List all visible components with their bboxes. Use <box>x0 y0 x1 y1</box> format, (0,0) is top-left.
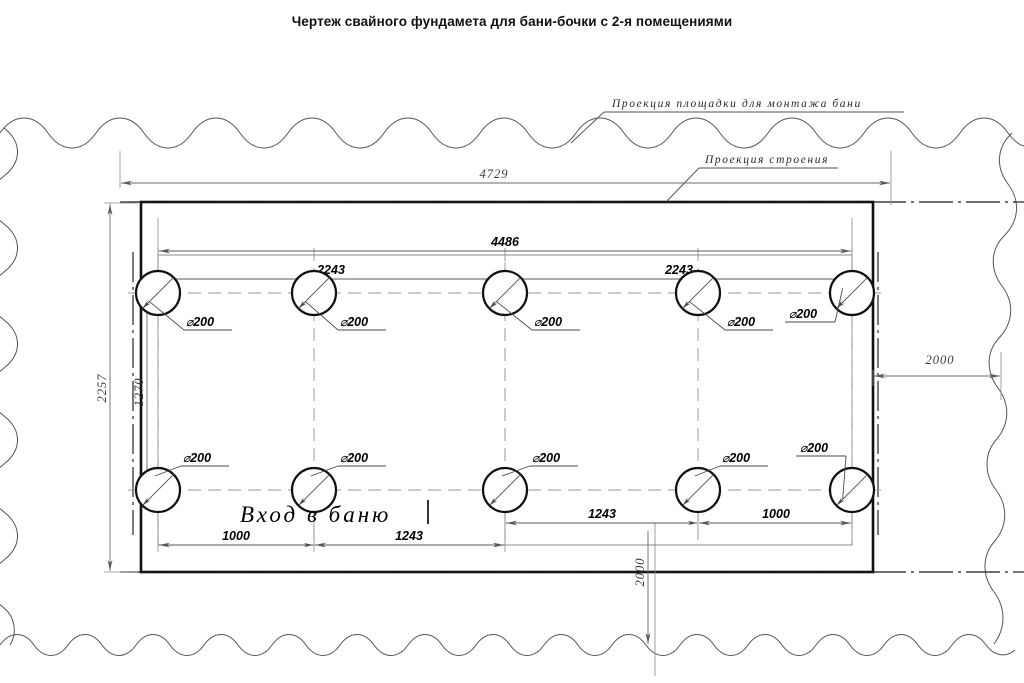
pile-p4[interactable]: ⌀200 <box>674 269 773 331</box>
pile-diameter-arrow <box>836 277 868 309</box>
pile-diameter-label: ⌀200 <box>727 315 755 329</box>
pile-diameter-arrow <box>489 277 521 309</box>
pile-p8[interactable]: ⌀200 <box>481 451 578 514</box>
pile-diameter-arrow <box>682 474 714 506</box>
dimension-span-bottom-3-value: 1243 <box>588 507 616 521</box>
pile-diameter-arrow <box>298 474 330 506</box>
pile-leader-line <box>842 455 847 500</box>
dimension-span-bottom-4-value: 1000 <box>762 507 790 521</box>
dimension-offset-right-value: 2000 <box>926 353 955 367</box>
pile-p1[interactable]: ⌀200 <box>134 269 232 331</box>
centerlines <box>120 201 1024 573</box>
pile-p9[interactable]: ⌀200 <box>674 451 768 514</box>
piles-layer: ⌀200 ⌀200 ⌀200 ⌀200 ⌀200 ⌀200 ⌀200 ⌀200 ⌀200 ⌀200 <box>134 269 876 514</box>
dimension-offset-right: 2000 <box>872 352 1002 400</box>
pile-p6[interactable]: ⌀200 <box>134 451 229 514</box>
pile-diameter-label: ⌀200 <box>340 451 368 465</box>
pile-diameter-arrow <box>142 277 174 309</box>
pile-leader-line <box>149 301 185 331</box>
pile-diameter-arrow <box>836 474 868 506</box>
dimension-span-bottom-2-value: 1243 <box>395 529 423 543</box>
pile-diameter-label: ⌀200 <box>186 315 214 329</box>
dimension-outer-width-value: 4729 <box>480 167 509 181</box>
pile-p2[interactable]: ⌀200 <box>290 269 386 331</box>
dimension-inner-height-value: 1270 <box>132 378 146 407</box>
pile-diameter-label: ⌀200 <box>789 307 817 321</box>
note-site-projection: Проекция площадки для монтажа бани <box>570 98 904 144</box>
site-projection-boundary <box>0 117 1024 656</box>
pile-leader-line <box>694 465 721 477</box>
dimension-inner-width: 4486 <box>157 218 853 262</box>
note-site-projection-label: Проекция площадки для монтажа бани <box>611 98 862 110</box>
pile-p3[interactable]: ⌀200 <box>481 269 580 331</box>
pile-leader-line <box>689 301 726 331</box>
dimension-outer-width: 4729 <box>119 151 892 205</box>
wavy-line-left <box>0 127 18 646</box>
wavy-line-bottom <box>0 634 1016 656</box>
dimension-outer-height-value: 2257 <box>95 374 109 403</box>
page-title: Чертеж свайного фундамета для бани-бочки… <box>291 14 733 29</box>
dimension-inner-height: 1270 <box>132 292 160 491</box>
pile-diameter-label: ⌀200 <box>800 441 828 455</box>
pile-diameter-label: ⌀200 <box>532 451 560 465</box>
pile-leader-line <box>501 465 531 477</box>
pile-diameter-arrow <box>682 277 714 309</box>
entrance-label: Вход в баню <box>240 502 391 527</box>
pile-diameter-arrow <box>142 474 174 506</box>
pile-diameter-label: ⌀200 <box>340 315 368 329</box>
wavy-line-right <box>984 132 1017 645</box>
pile-p5[interactable]: ⌀200 <box>785 269 876 323</box>
pile-leader-line <box>496 301 533 331</box>
dimension-span-bottom-right-group: 1243 1000 <box>504 497 853 530</box>
dimension-span-bottom-1-value: 1000 <box>222 529 250 543</box>
pile-leader-line <box>310 465 339 477</box>
pile-diameter-label: ⌀200 <box>183 451 211 465</box>
note-building-projection-label: Проекция строения <box>704 154 829 166</box>
note-building-projection: Проекция строения <box>665 154 838 203</box>
pile-p10[interactable]: ⌀200 <box>796 441 876 514</box>
wavy-line-top <box>0 117 1024 149</box>
pile-diameter-arrow <box>489 474 521 506</box>
pile-leader-line <box>154 465 182 477</box>
pile-p7[interactable]: ⌀200 <box>290 451 386 514</box>
pile-leader-line <box>834 288 844 323</box>
dimension-inner-width-value: 4486 <box>490 235 520 249</box>
dimension-offset-bottom-value: 2000 <box>633 558 647 587</box>
dimension-outer-height: 2257 <box>95 202 138 573</box>
pile-diameter-label: ⌀200 <box>534 315 562 329</box>
pile-diameter-label: ⌀200 <box>722 451 750 465</box>
pile-diameter-arrow <box>298 277 330 309</box>
dimension-offset-bottom: 2000 <box>633 523 656 676</box>
pile-leader-line <box>305 301 339 331</box>
